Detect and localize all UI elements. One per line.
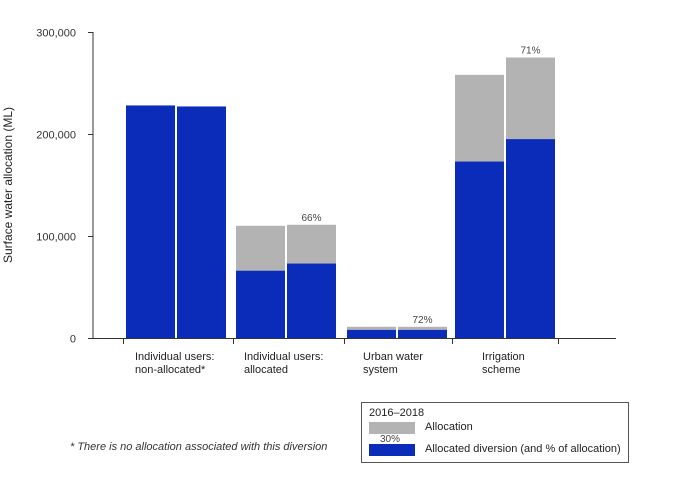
bar-diversion	[126, 105, 175, 338]
legend-title: 2016–2018	[369, 407, 425, 419]
bar-diversion	[506, 139, 555, 338]
legend-sample-pct: 30%	[380, 434, 401, 445]
legend-label-diversion: Allocated diversion (and % of allocation…	[425, 443, 621, 455]
bar-allocation	[455, 74, 504, 162]
x-category-label-2: Individual users: allocated	[244, 351, 324, 376]
bar-allocation	[398, 326, 447, 330]
bar-allocation	[347, 326, 396, 330]
bar-allocation	[506, 57, 555, 140]
data-label-pct: 72%	[412, 315, 432, 326]
y-tick-label: 300,000	[36, 28, 76, 40]
data-label-pct: 66%	[301, 213, 321, 224]
legend: 2016–2018 Allocation 30% Allocated diver…	[361, 402, 629, 463]
legend-swatch-allocation	[369, 422, 415, 434]
bar-diversion	[236, 270, 285, 338]
y-tick-label: 0	[70, 334, 76, 346]
x-category-label-4: Irrigation scheme	[482, 351, 525, 376]
y-tick-label: 100,000	[36, 232, 76, 244]
y-axis-title: Surface water allocation (ML)	[1, 106, 15, 264]
bar-diversion	[398, 329, 447, 338]
bar-diversion	[287, 263, 336, 338]
y-tick-label: 200,000	[36, 130, 76, 142]
legend-swatch-diversion	[369, 444, 415, 456]
bar-diversion	[455, 161, 504, 338]
bar-diversion	[347, 329, 396, 338]
bar-allocation	[236, 225, 285, 271]
footnote: * There is no allocation associated with…	[70, 441, 328, 453]
bar-allocation	[287, 224, 336, 264]
x-category-label-1: Individual users: non-allocated*	[135, 351, 215, 376]
x-category-label-3: Urban water system	[363, 351, 423, 376]
data-label-pct: 71%	[520, 46, 540, 57]
legend-label-allocation: Allocation	[425, 421, 473, 433]
bar-diversion	[177, 106, 226, 339]
